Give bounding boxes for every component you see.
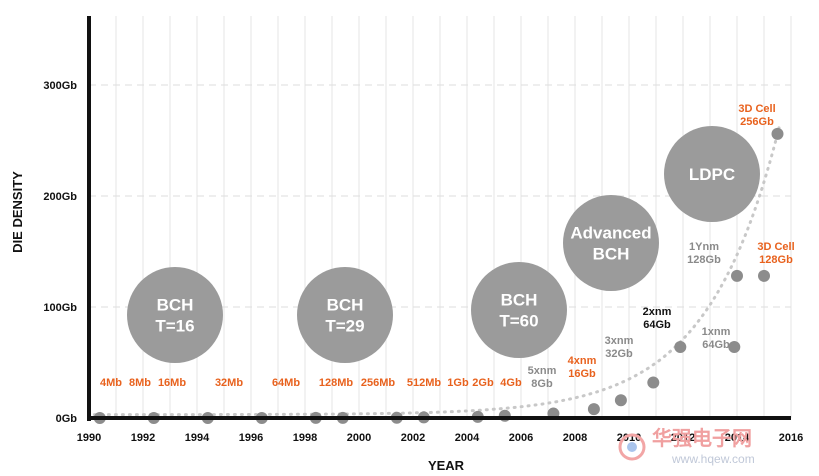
x-tick-label: 2006 bbox=[509, 432, 533, 444]
data-point bbox=[758, 269, 770, 282]
watermark-url: www.hqew.com bbox=[671, 452, 755, 466]
data-label: 256Mb bbox=[361, 377, 396, 389]
data-label: 64Gb bbox=[643, 319, 671, 331]
ecc-bubble-label: T=16 bbox=[155, 317, 194, 336]
data-point bbox=[614, 394, 627, 407]
data-point bbox=[771, 127, 784, 140]
data-label: 8Mb bbox=[129, 377, 151, 389]
data-label: 32Mb bbox=[215, 377, 243, 389]
data-label: 64Mb bbox=[272, 377, 300, 389]
data-label: 16Gb bbox=[568, 368, 596, 380]
data-label: 1Ynm bbox=[689, 241, 719, 253]
watermark-logo bbox=[618, 433, 646, 461]
y-tick-labels: 0Gb 100Gb 200Gb 300Gb bbox=[43, 80, 77, 425]
ecc-bubble bbox=[471, 262, 567, 358]
ecc-bubble-label: BCH bbox=[501, 291, 538, 310]
data-label: 4Mb bbox=[100, 377, 122, 389]
x-tick-label: 1990 bbox=[77, 432, 101, 444]
ecc-bubble-label: LDPC bbox=[689, 165, 735, 184]
data-label: 16Mb bbox=[158, 377, 186, 389]
data-label: 128Gb bbox=[759, 254, 793, 266]
ecc-bubble-label: BCH bbox=[327, 296, 364, 315]
data-label: 128Mb bbox=[319, 377, 354, 389]
data-label: 1xnm bbox=[702, 326, 731, 338]
data-label: 8Gb bbox=[531, 378, 553, 390]
data-label: 32Gb bbox=[605, 348, 633, 360]
y-tick-label: 300Gb bbox=[43, 80, 77, 92]
data-point bbox=[728, 340, 741, 353]
data-label: 64Gb bbox=[702, 339, 730, 351]
x-tick-label: 2016 bbox=[779, 432, 803, 444]
x-tick-label: 1994 bbox=[185, 432, 210, 444]
data-label: 128Gb bbox=[687, 254, 721, 266]
data-point bbox=[647, 376, 660, 389]
x-axis-title: YEAR bbox=[428, 458, 465, 473]
x-tick-label: 2008 bbox=[563, 432, 587, 444]
data-label: 3xnm bbox=[605, 335, 634, 347]
data-label: 2xnm bbox=[643, 306, 672, 318]
data-label: 3D Cell bbox=[738, 103, 775, 115]
x-tick-label: 1996 bbox=[239, 432, 263, 444]
x-tick-label: 2014 bbox=[725, 432, 750, 444]
watermark: 华强电子网 www.hqew.com bbox=[618, 426, 755, 466]
x-tick-label: 2004 bbox=[455, 432, 480, 444]
data-label: 5xnm bbox=[528, 365, 557, 377]
watermark-cn-text: 华强电子网 bbox=[652, 426, 752, 450]
data-label: 4xnm bbox=[568, 355, 597, 367]
axes bbox=[87, 16, 791, 421]
y-tick-label: 200Gb bbox=[43, 191, 77, 203]
y-tick-label: 0Gb bbox=[56, 413, 78, 425]
data-point bbox=[674, 340, 687, 353]
x-tick-label: 1992 bbox=[131, 432, 155, 444]
ecc-bubble-label: T=29 bbox=[325, 317, 364, 336]
ecc-bubble-label: T=60 bbox=[499, 312, 538, 331]
x-tick-label: 2000 bbox=[347, 432, 371, 444]
data-label: 1Gb bbox=[447, 377, 469, 389]
x-tick-label: 2002 bbox=[401, 432, 425, 444]
data-label: 4Gb bbox=[500, 377, 522, 389]
y-tick-label: 100Gb bbox=[43, 302, 77, 314]
x-tick-label: 1998 bbox=[293, 432, 317, 444]
y-axis-title: DIE DENSITY bbox=[10, 171, 25, 253]
data-label: 3D Cell bbox=[757, 241, 794, 253]
ecc-bubble bbox=[127, 267, 223, 363]
data-points bbox=[93, 127, 784, 424]
data-point bbox=[731, 269, 743, 282]
ecc-bubble bbox=[297, 267, 393, 363]
ecc-bubble bbox=[664, 126, 760, 222]
ecc-bubble-label: BCH bbox=[157, 296, 194, 315]
data-point bbox=[587, 403, 600, 416]
data-labels: 4Mb 8Mb 16Mb 32Mb 64Mb 128Mb 256Mb 512Mb 1Gb 2Gb 4… bbox=[100, 103, 795, 390]
ecc-bubble-label: Advanced bbox=[570, 224, 651, 243]
ecc-bubble bbox=[563, 195, 659, 291]
data-label: 256Gb bbox=[740, 116, 774, 128]
ecc-bubble-label: BCH bbox=[593, 245, 630, 264]
data-label: 2Gb bbox=[472, 377, 494, 389]
data-label: 512Mb bbox=[407, 377, 442, 389]
x-tick-label: 2012 bbox=[671, 432, 695, 444]
ecc-bubbles: BCH T=16 BCH T=29 BCH T=60 Advanced BCH LDPC bbox=[127, 126, 760, 363]
